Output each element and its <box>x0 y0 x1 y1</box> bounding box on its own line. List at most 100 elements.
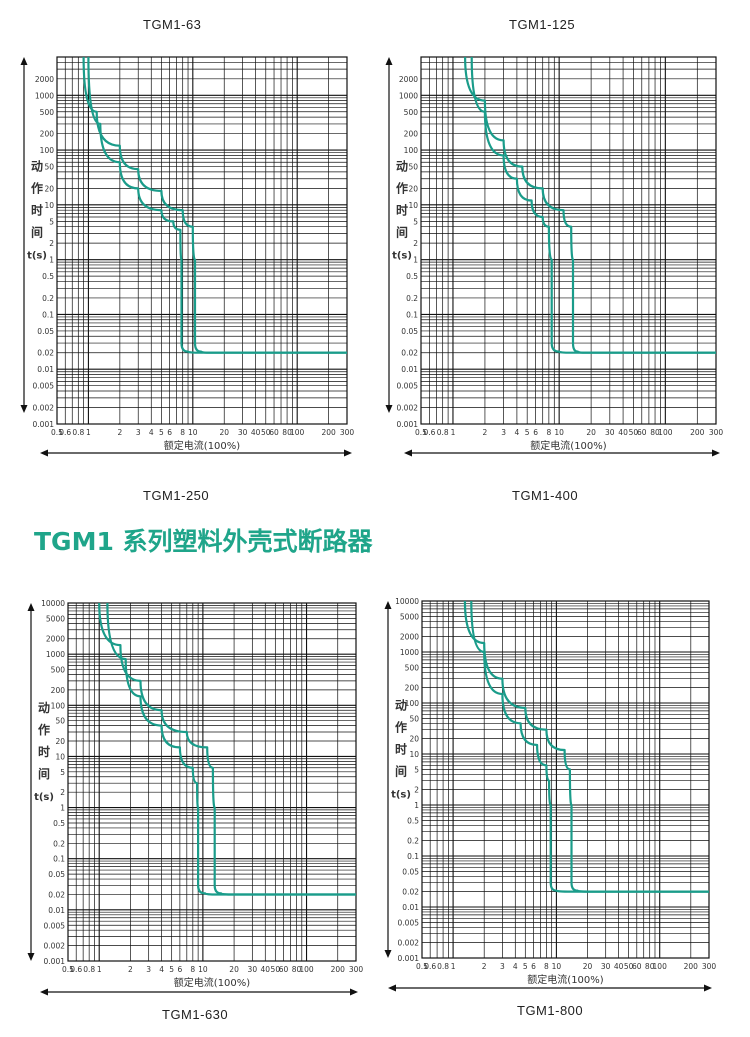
x-tick-label: 40 <box>261 965 271 974</box>
y-axis-arrow-bottom <box>385 405 393 413</box>
y-tick-label: 0.1 <box>406 310 418 319</box>
x-tick-label: 4 <box>149 428 154 437</box>
y-tick-label: 2 <box>414 786 419 795</box>
y-tick-label: 2000 <box>400 633 419 642</box>
y-tick-label: 50 <box>408 163 418 172</box>
x-tick-label: 50 <box>261 428 271 437</box>
y-tick-label: 0.01 <box>401 365 418 374</box>
x-tick-label: 30 <box>248 965 258 974</box>
x-tick-label: 2 <box>117 428 122 437</box>
y-tick-label: 5000 <box>400 612 419 621</box>
y-tick-label: 5 <box>414 765 419 774</box>
y-tick-label: 0.02 <box>402 888 419 897</box>
y-tick-label: 0.005 <box>398 918 420 927</box>
y-axis-label-char: 动 <box>395 699 407 713</box>
trip-curve-lower <box>87 56 347 354</box>
plot-frame <box>67 602 357 962</box>
x-tick-label: 10 <box>198 965 208 974</box>
x-tick-label: 0.8 <box>437 962 449 971</box>
x-tick-label: 0.6 <box>70 965 82 974</box>
x-axis-arrow-right <box>344 449 352 457</box>
y-axis-arrow-top <box>20 57 28 65</box>
y-axis-label-char: 间 <box>395 764 407 779</box>
x-tick-label: 0.8 <box>437 428 449 437</box>
y-tick-label: 200 <box>405 684 420 693</box>
x-tick-label: 60 <box>269 428 279 437</box>
y-axis-label-char: 时 <box>396 203 408 218</box>
x-tick-label: 2 <box>483 428 488 437</box>
y-tick-label: 0.002 <box>44 942 66 951</box>
y-tick-label: 0.1 <box>42 310 54 319</box>
trip-curve-lower <box>470 56 716 354</box>
trip-curve-upper <box>98 602 356 896</box>
x-tick-label: 4 <box>513 962 518 971</box>
x-tick-label: 0.6 <box>424 962 436 971</box>
x-tick-label: 0.5 <box>51 428 63 437</box>
x-tick-label: 20 <box>229 965 239 974</box>
y-tick-label: 0.05 <box>37 327 54 336</box>
x-tick-label: 6 <box>533 428 538 437</box>
x-tick-label: 0.8 <box>83 965 95 974</box>
y-tick-label: 0.5 <box>406 272 418 281</box>
y-tick-label: 10000 <box>41 599 65 608</box>
x-tick-label: 100 <box>658 428 673 437</box>
x-axis-label: 额定电流(100%) <box>164 439 240 452</box>
x-tick-label: 60 <box>632 962 642 971</box>
y-tick-label: 0.1 <box>53 855 65 864</box>
x-tick-label: 0.5 <box>415 428 427 437</box>
y-tick-label: 2000 <box>35 75 54 84</box>
y-tick-label: 1000 <box>399 91 418 100</box>
x-axis-label: 额定电流(100%) <box>527 973 603 986</box>
y-tick-label: 0.02 <box>401 349 418 358</box>
x-axis-arrow-left <box>404 449 412 457</box>
y-tick-label: 10000 <box>395 597 419 606</box>
y-tick-label: 5000 <box>46 614 65 623</box>
trip-curve-upper <box>464 56 716 354</box>
y-axis-label-char: 作 <box>31 181 43 196</box>
y-tick-label: 0.01 <box>48 906 65 915</box>
x-tick-label: 3 <box>146 965 151 974</box>
y-axis-label-char: 作 <box>38 722 50 737</box>
y-tick-label: 0.002 <box>397 404 419 413</box>
x-tick-label: 0.5 <box>416 962 428 971</box>
y-axis-arrow-bottom <box>20 405 28 413</box>
x-tick-label: 30 <box>601 962 611 971</box>
y-tick-label: 1 <box>49 256 54 265</box>
y-tick-label: 200 <box>51 686 66 695</box>
y-tick-label: 50 <box>409 714 419 723</box>
chart-panel-tgm1-630: 100005000200010005002001005020105210.50.… <box>27 599 364 996</box>
x-tick-label: 1 <box>451 962 456 971</box>
y-tick-label: 0.001 <box>398 954 420 963</box>
y-tick-label: 5 <box>413 217 418 226</box>
x-tick-label: 40 <box>251 428 261 437</box>
y-tick-label: 0.002 <box>33 404 55 413</box>
y-axis-arrow-bottom <box>27 953 35 961</box>
y-tick-label: 100 <box>405 699 420 708</box>
x-tick-label: 40 <box>614 962 624 971</box>
y-tick-label: 500 <box>40 108 55 117</box>
y-axis-label-char: t(s) <box>392 251 412 262</box>
y-tick-label: 2000 <box>46 635 65 644</box>
x-tick-label: 0.5 <box>62 965 74 974</box>
x-tick-label: 5 <box>523 962 528 971</box>
y-tick-label: 500 <box>51 666 66 675</box>
y-axis-label-char: 间 <box>38 766 50 781</box>
y-tick-label: 2 <box>49 239 54 248</box>
y-tick-label: 10 <box>44 201 54 210</box>
y-tick-label: 0.001 <box>397 420 419 429</box>
x-tick-label: 1 <box>97 965 102 974</box>
y-axis-arrow-top <box>27 603 35 611</box>
y-tick-label: 1000 <box>35 91 54 100</box>
chart-panel-tgm1-125: 2000 1000 500 200 100 50 20 10 5 2 1 0.5 0.2 0.1 0.05 0… <box>385 56 723 457</box>
y-tick-label: 100 <box>404 146 419 155</box>
x-axis-arrow-right <box>712 449 720 457</box>
x-axis-arrow-left <box>40 988 48 996</box>
x-tick-label: 200 <box>684 962 699 971</box>
y-tick-label: 50 <box>55 717 65 726</box>
y-tick-label: 0.001 <box>44 957 66 966</box>
y-tick-label: 100 <box>40 146 55 155</box>
x-tick-label: 300 <box>349 965 364 974</box>
x-tick-label: 50 <box>624 962 634 971</box>
y-axis-arrow-top <box>384 601 392 609</box>
trip-curve-lower <box>106 602 356 896</box>
